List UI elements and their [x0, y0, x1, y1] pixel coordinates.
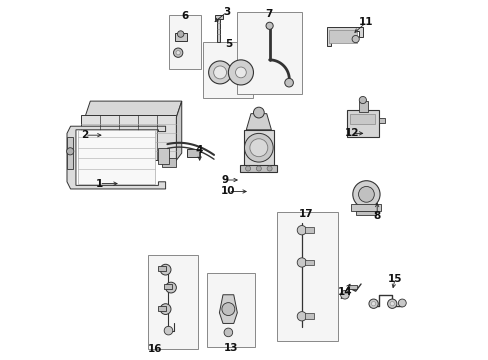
Text: 8: 8 [373, 211, 380, 221]
Circle shape [245, 166, 250, 171]
Text: 17: 17 [298, 209, 313, 219]
Bar [206, 273, 255, 347]
Circle shape [177, 31, 183, 37]
Circle shape [244, 134, 273, 162]
Bar [237, 12, 301, 94]
Circle shape [165, 282, 176, 293]
Bar [158, 148, 169, 164]
Circle shape [160, 264, 171, 275]
Bar [158, 306, 166, 311]
Text: 13: 13 [223, 343, 238, 353]
Circle shape [266, 166, 271, 171]
Text: 16: 16 [147, 344, 162, 354]
Bar [346, 110, 378, 137]
Circle shape [368, 299, 378, 309]
Bar [240, 165, 277, 172]
Circle shape [371, 302, 375, 306]
Text: 12: 12 [344, 129, 359, 138]
Circle shape [256, 166, 261, 171]
Circle shape [352, 181, 379, 208]
Text: 9: 9 [221, 175, 228, 185]
Circle shape [249, 139, 267, 157]
Bar [78, 130, 155, 184]
Circle shape [253, 107, 264, 118]
Circle shape [297, 258, 306, 267]
Circle shape [228, 60, 253, 85]
Bar [217, 15, 220, 42]
Circle shape [265, 22, 273, 30]
Text: 14: 14 [337, 287, 351, 297]
Bar [174, 33, 187, 41]
Text: 4: 4 [196, 144, 203, 154]
Circle shape [208, 61, 231, 84]
Text: 6: 6 [181, 12, 188, 22]
Text: 3: 3 [223, 7, 230, 17]
Circle shape [358, 186, 373, 202]
Circle shape [398, 299, 406, 307]
Bar [358, 101, 367, 112]
Circle shape [235, 67, 246, 78]
Circle shape [359, 96, 366, 104]
Bar [203, 42, 253, 98]
Circle shape [224, 328, 232, 337]
Text: 15: 15 [387, 274, 402, 284]
Polygon shape [246, 114, 271, 130]
Bar [356, 211, 376, 215]
Text: 11: 11 [359, 17, 373, 27]
Bar [147, 255, 198, 348]
Bar [187, 149, 199, 157]
Circle shape [297, 226, 306, 235]
Circle shape [387, 299, 396, 309]
Circle shape [389, 302, 394, 306]
Bar [244, 130, 273, 166]
Bar [349, 114, 375, 125]
Bar [169, 15, 201, 69]
Circle shape [213, 66, 226, 79]
Bar [328, 30, 357, 42]
Polygon shape [85, 101, 182, 117]
Bar [378, 118, 385, 123]
Bar [305, 260, 314, 265]
Bar [305, 227, 314, 233]
Bar [163, 284, 171, 289]
Circle shape [222, 303, 234, 316]
Circle shape [176, 50, 180, 55]
Bar [67, 137, 73, 169]
Bar [351, 204, 381, 211]
Text: 5: 5 [224, 39, 231, 49]
Circle shape [66, 148, 74, 155]
Bar [158, 266, 166, 271]
Text: 1: 1 [96, 179, 102, 189]
Circle shape [340, 291, 348, 299]
Text: 10: 10 [221, 186, 235, 197]
Circle shape [160, 304, 171, 315]
Polygon shape [176, 101, 182, 160]
Text: 7: 7 [264, 9, 272, 19]
Text: 2: 2 [81, 130, 88, 140]
Circle shape [164, 326, 172, 335]
Bar [348, 285, 357, 289]
Bar [276, 212, 337, 341]
Polygon shape [67, 126, 165, 189]
Bar [85, 158, 99, 167]
Circle shape [284, 78, 293, 87]
Bar [215, 15, 223, 19]
Circle shape [297, 312, 306, 321]
Polygon shape [326, 27, 362, 46]
Bar [305, 314, 314, 319]
Polygon shape [219, 295, 237, 323]
Bar [162, 158, 176, 167]
Circle shape [351, 36, 359, 42]
Circle shape [173, 48, 183, 57]
Bar [81, 116, 176, 160]
